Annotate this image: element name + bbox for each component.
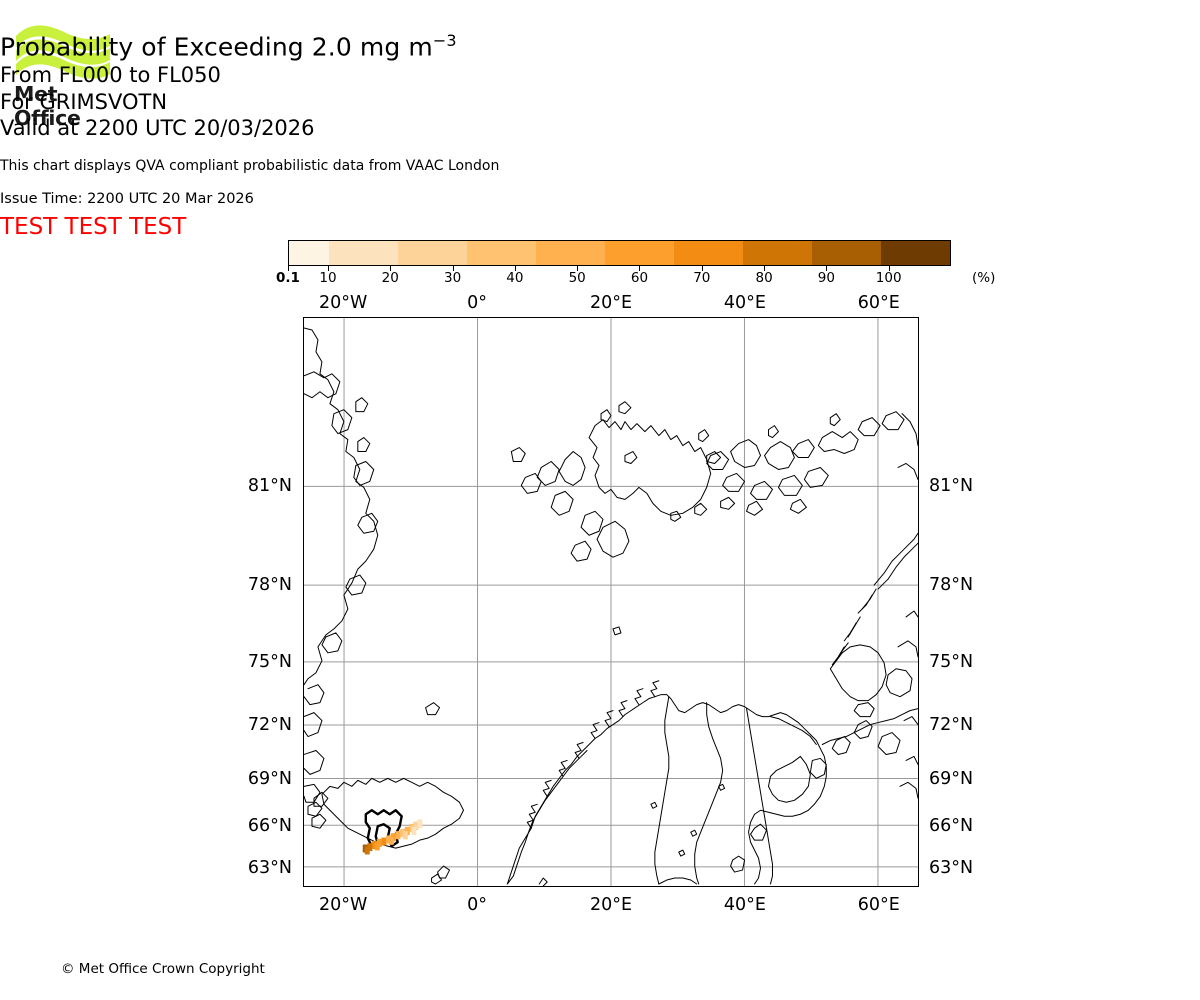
lat-tick-label: 81°N [247, 476, 292, 496]
ash-cell [411, 826, 417, 836]
met-office-waves-icon [16, 25, 110, 79]
title-superscript: −3 [432, 31, 457, 50]
colorbar-tick [764, 266, 766, 271]
ash-cell [386, 835, 392, 844]
colorbar-tick [639, 266, 641, 271]
lat-tick-label: 63°N [247, 857, 292, 878]
ash-cell [404, 826, 410, 836]
ash-cell [364, 846, 370, 855]
ash-cell [372, 841, 378, 850]
lon-tick-label: 20°W [319, 895, 368, 915]
issue-time: Issue Time: 2200 UTC 20 Mar 2026 [0, 191, 254, 207]
colorbar-segment [811, 241, 881, 265]
colorbar-tick [826, 266, 828, 271]
lat-tick-label: 69°N [247, 769, 292, 790]
colorbar-tick-label: 60 [630, 270, 649, 286]
colorbar-tick [390, 266, 392, 271]
colorbar-tick-label: 90 [817, 270, 835, 286]
lon-tick-label: 20°E [589, 895, 633, 915]
colorbar-segment [742, 241, 812, 265]
lon-tick-label: 20°W [319, 293, 368, 313]
map-gridlines [304, 318, 918, 886]
colorbar-segment [880, 241, 950, 265]
colorbar-tick [514, 266, 516, 271]
title-flight-levels: From FL000 to FL050 [0, 63, 221, 87]
lon-tick-label: 0° [467, 293, 488, 313]
colorbar-tick-label: 20 [381, 270, 399, 286]
lat-tick-label: 66°N [247, 816, 292, 837]
colorbar-segment [673, 241, 743, 265]
page-title: Probability of Exceeding 2.0 mg m−3 [0, 26, 1200, 62]
lat-tick-label: 78°N [929, 575, 974, 596]
colorbar-tick-label: 0.1 [276, 270, 300, 286]
ash-cell [374, 842, 380, 851]
lon-tick-label: 0° [467, 895, 488, 915]
lat-tick-label: 78°N [247, 575, 292, 596]
colorbar-segment [289, 241, 329, 265]
map-coastlines [304, 327, 918, 886]
lat-tick-label: 72°N [247, 715, 292, 736]
colorbar-gradient [288, 240, 951, 266]
ash-cell [367, 843, 373, 852]
lon-tick-label: 40°E [723, 895, 766, 915]
colorbar-unit-label: (%) [972, 270, 996, 286]
lon-tick-label: 40°E [723, 293, 766, 313]
colorbar-segment [466, 241, 536, 265]
colorbar-segment [397, 241, 467, 265]
lon-tick-label: 20°E [589, 293, 633, 313]
colorbar-tick [577, 266, 579, 271]
colorbar-tick-label: 50 [568, 270, 586, 286]
colorbar-tick [452, 266, 454, 271]
lat-tick-label: 75°N [929, 652, 974, 673]
lat-tick-label: 69°N [929, 769, 974, 790]
title-valid-time: Valid at 2200 UTC 20/03/2026 [0, 116, 315, 140]
copyright-notice: © Met Office Crown Copyright [61, 961, 265, 977]
lat-tick-label: 66°N [929, 816, 974, 837]
lon-tick-label: 60°E [857, 895, 900, 915]
ash-concentration-cells [362, 819, 423, 855]
lat-tick-label: 72°N [929, 715, 974, 736]
colorbar [288, 240, 951, 266]
ash-cell [381, 837, 387, 846]
colorbar-segment [535, 241, 605, 265]
colorbar-segment [604, 241, 674, 265]
met-office-logo: Met Office [14, 22, 124, 130]
lon-tick-label: 60°E [857, 293, 900, 313]
qva-note: This chart displays QVA compliant probab… [0, 158, 500, 174]
lat-tick-label: 81°N [929, 476, 974, 496]
ash-cell [388, 836, 394, 845]
ash-cell [417, 819, 423, 828]
colorbar-tick-label: 70 [693, 270, 711, 286]
colorbar-tick-labels: 0.1 10 20 30 40 50 60 70 80 90 100 [0, 270, 1200, 288]
colorbar-tick [327, 266, 329, 271]
lat-tick-label: 63°N [929, 857, 974, 878]
logo-wordmark: Met Office [14, 82, 81, 130]
map-panel[interactable] [303, 317, 919, 887]
ash-cell [400, 828, 406, 838]
colorbar-tick-label: 30 [443, 270, 462, 286]
colorbar-tick-label: 100 [875, 270, 902, 286]
colorbar-tick [288, 266, 289, 271]
colorbar-segment [328, 241, 398, 265]
test-banner: TEST TEST TEST [0, 214, 187, 240]
map-canvas [304, 318, 918, 886]
lat-tick-label: 75°N [247, 652, 292, 673]
colorbar-tick-label: 80 [755, 270, 773, 286]
title-text: Probability of Exceeding 2.0 mg m [0, 32, 433, 62]
ash-cell [395, 831, 401, 840]
colorbar-tick [701, 266, 703, 271]
title-volcano: For GRIMSVOTN [0, 90, 168, 114]
ash-cell [402, 831, 408, 840]
colorbar-tick-label: 10 [319, 270, 337, 286]
ash-cell [413, 821, 419, 830]
colorbar-tick [888, 266, 890, 271]
colorbar-ticks [288, 266, 951, 274]
colorbar-tick-label: 40 [506, 270, 524, 286]
